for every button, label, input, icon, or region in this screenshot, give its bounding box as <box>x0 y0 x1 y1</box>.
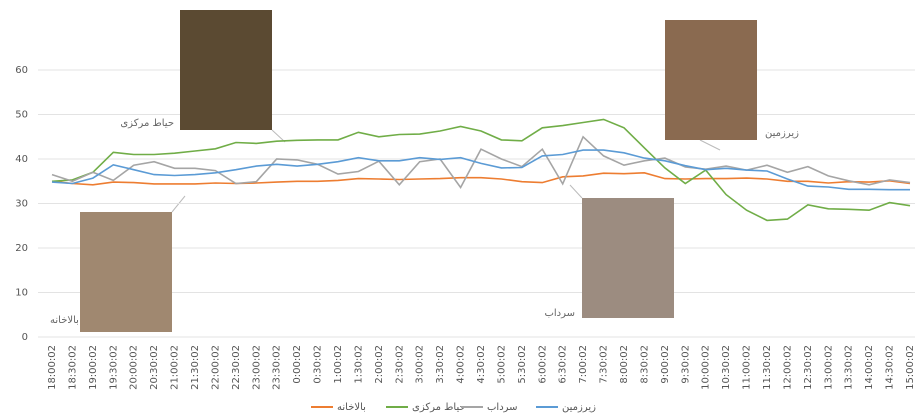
x-tick-label: 21:30:02 <box>190 345 201 390</box>
y-tick-label: 50 <box>15 110 28 121</box>
series-line <box>51 135 911 190</box>
x-tick-label: 13:30:02 <box>844 345 855 390</box>
x-tick-label: 22:30:02 <box>231 345 242 390</box>
x-tick-label: 20:30:02 <box>149 345 160 390</box>
series-line <box>51 149 910 191</box>
x-tick-label: 15:00:02 <box>905 345 916 390</box>
y-tick-label: 20 <box>15 243 28 254</box>
x-tick-label: 1:00:02 <box>333 345 344 384</box>
x-tick-label: 2:00:02 <box>374 345 385 384</box>
photo-cellar <box>582 198 674 318</box>
x-tick-label: 8:30:02 <box>639 345 650 384</box>
x-tick-label: 11:00:02 <box>742 345 753 390</box>
x-tick-label: 4:30:02 <box>476 345 487 384</box>
plot: 0 10 20 30 40 50 60 18:00:02 18:30:02 19:00:02 19:… <box>15 65 916 413</box>
x-tick-label: 1:30:02 <box>353 345 364 384</box>
x-tick-label: 5:00:02 <box>496 345 507 384</box>
series-line <box>51 118 911 222</box>
legend-label: بالاخانه <box>337 402 366 413</box>
y-tick-label: 0 <box>22 332 28 343</box>
photo-basement <box>665 20 757 140</box>
x-tick-label: 2:30:02 <box>394 345 405 384</box>
x-tick-label: 0:30:02 <box>313 345 324 384</box>
x-tick-label: 4:00:02 <box>456 345 467 384</box>
x-tick-label: 9:30:02 <box>680 345 691 384</box>
x-tick-label: 6:00:02 <box>537 345 548 384</box>
x-tick-label: 6:30:02 <box>558 345 569 384</box>
x-tick-label: 23:30:02 <box>272 345 283 390</box>
y-tick-label: 40 <box>15 154 28 165</box>
photo-courtyard <box>180 10 272 130</box>
y-tick-label: 60 <box>15 65 28 76</box>
series-line <box>51 171 911 186</box>
x-tick-label: 12:30:02 <box>803 345 814 390</box>
legend-label: حیاط مرکزی <box>412 402 466 413</box>
x-tick-label: 19:30:02 <box>108 345 119 390</box>
x-tick-label: 20:00:02 <box>129 345 140 390</box>
x-tick-label: 3:00:02 <box>415 345 426 384</box>
x-tick-label: 8:00:02 <box>619 345 630 384</box>
annotation-leader <box>271 129 286 143</box>
x-tick-label: 0:00:02 <box>292 345 303 384</box>
x-tick-label: 7:00:02 <box>578 345 589 384</box>
x-tick-label: 13:00:02 <box>823 345 834 390</box>
x-tick-label: 19:00:02 <box>88 345 99 390</box>
photos <box>80 10 757 332</box>
y-tick-label: 30 <box>15 199 28 210</box>
annotation-leader <box>569 184 583 199</box>
x-tick-label: 9:00:02 <box>660 345 671 384</box>
x-tick-label: 22:00:02 <box>210 345 221 390</box>
x-tick-label: 12:00:02 <box>782 345 793 390</box>
annotation: زیرزمین <box>765 128 799 139</box>
x-tick-label: 23:00:02 <box>251 345 262 390</box>
x-tick-label: 10:30:02 <box>721 345 732 390</box>
x-tick-label: 14:30:02 <box>885 345 896 390</box>
annotation-leader <box>699 139 721 151</box>
legend-label: زیرزمین <box>562 402 596 413</box>
x-tick-label: 11:30:02 <box>762 345 773 390</box>
x-tick-label: 5:30:02 <box>517 345 528 384</box>
x-tick-label: 18:00:02 <box>47 345 58 390</box>
x-tick-label: 18:30:02 <box>67 345 78 390</box>
x-tick-label: 14:00:02 <box>864 345 875 390</box>
legend-label: سرداب <box>487 402 518 413</box>
x-tick-label: 21:00:02 <box>170 345 181 390</box>
annotation: سرداب <box>544 308 575 319</box>
y-tick-label: 10 <box>15 288 28 299</box>
x-tick-label: 3:30:02 <box>435 345 446 384</box>
annotation: حیاط مرکزی <box>120 118 174 129</box>
x-tick-label: 7:30:02 <box>599 345 610 384</box>
annotation: بالاخانه <box>50 315 79 326</box>
x-tick-label: 10:00:02 <box>701 345 712 390</box>
photo-upper-room <box>80 212 172 332</box>
